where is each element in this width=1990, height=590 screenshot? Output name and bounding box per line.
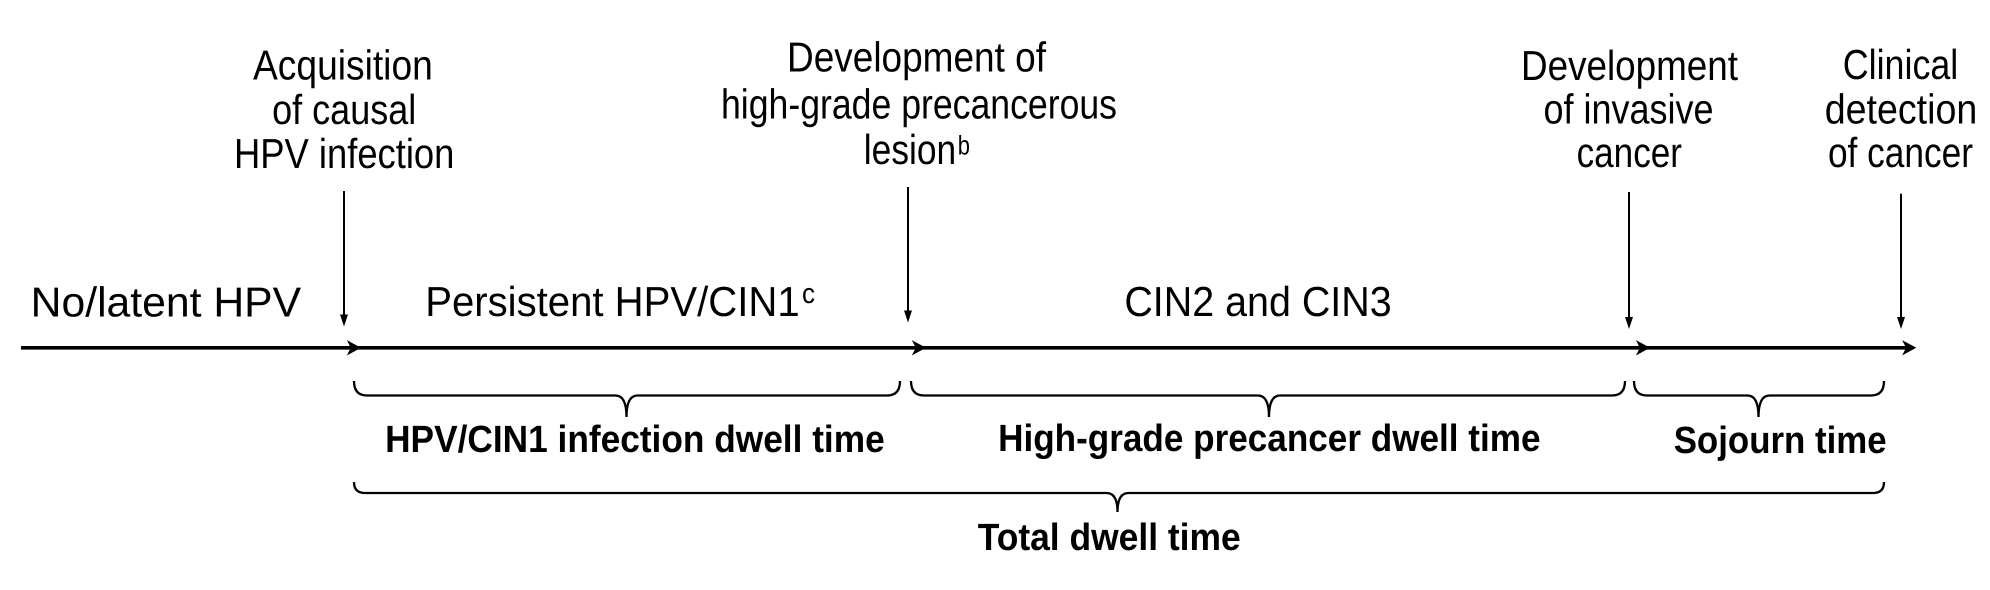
svg-text:Clinical: Clinical: [1843, 41, 1959, 88]
svg-text:of cancer: of cancer: [1828, 129, 1973, 176]
svg-text:Sojourn time: Sojourn time: [1674, 420, 1887, 462]
svg-text:high-grade precancerous: high-grade precancerous: [721, 81, 1117, 128]
svg-text:Development of: Development of: [787, 34, 1046, 81]
svg-text:lesion: lesion: [864, 126, 956, 173]
svg-text:High-grade precancer dwell tim: High-grade precancer dwell time: [998, 418, 1540, 460]
svg-text:CIN2 and CIN3: CIN2 and CIN3: [1124, 278, 1391, 325]
svg-text:detection: detection: [1825, 86, 1978, 133]
svg-text:cancer: cancer: [1577, 129, 1682, 176]
svg-text:No/latent HPV: No/latent HPV: [31, 279, 302, 326]
svg-text:b: b: [958, 131, 970, 161]
svg-text:HPV/CIN1 infection dwell time: HPV/CIN1 infection dwell time: [385, 419, 885, 461]
svg-text:of invasive: of invasive: [1544, 86, 1714, 133]
svg-text:c: c: [802, 278, 815, 309]
svg-text:HPV infection: HPV infection: [234, 130, 454, 177]
svg-text:of causal: of causal: [272, 86, 416, 133]
svg-text:Persistent HPV/CIN1: Persistent HPV/CIN1: [425, 278, 800, 325]
svg-text:Acquisition: Acquisition: [253, 42, 433, 89]
svg-text:Total dwell time: Total dwell time: [978, 517, 1241, 559]
svg-text:Development: Development: [1521, 42, 1738, 89]
